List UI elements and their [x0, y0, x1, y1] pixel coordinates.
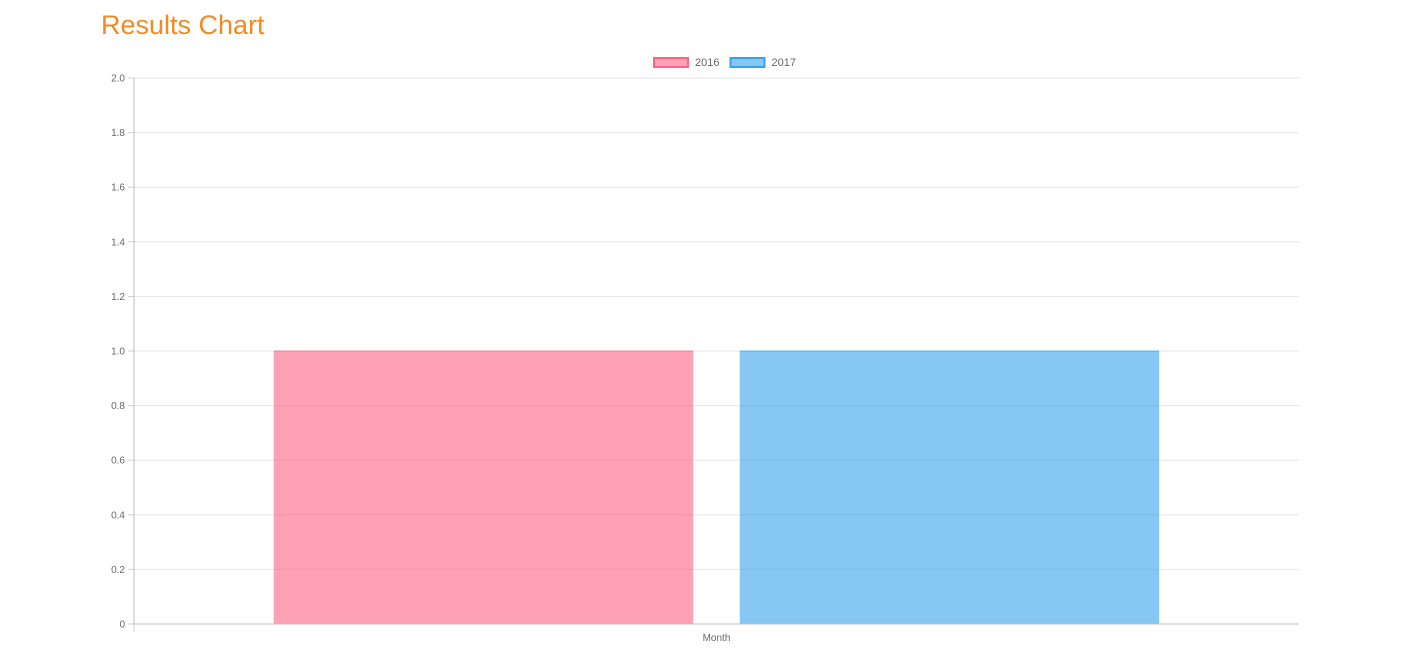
- y-tick-label: 1.8: [111, 128, 125, 139]
- x-axis-labels: Month: [703, 633, 731, 644]
- y-tick-label: 0.8: [111, 401, 125, 412]
- legend-item-2017[interactable]: 2017: [729, 57, 796, 69]
- legend-label: 2016: [695, 57, 719, 69]
- y-tick-label: 1.6: [111, 183, 125, 194]
- y-tick-label: 0: [119, 620, 125, 631]
- chart-bars: [273, 350, 1160, 624]
- chart-axes: [133, 78, 1299, 632]
- y-tick-label: 1.0: [111, 347, 125, 358]
- y-tick-label: 1.2: [111, 292, 125, 303]
- bar-2016[interactable]: [273, 351, 694, 624]
- bar-2017[interactable]: [739, 351, 1160, 624]
- y-tick-label: 0.6: [111, 456, 125, 467]
- x-tick-label: Month: [703, 633, 731, 644]
- y-tick-label: 2.0: [111, 74, 125, 85]
- y-axis-ticks: 0 0.2 0.4 0.6 0.8 1.0 1.2 1.4 1.6 1.8 2.0: [111, 74, 125, 631]
- legend-item-2016[interactable]: 2016: [653, 57, 720, 69]
- legend-swatch: [653, 57, 690, 68]
- y-tick-label: 0.4: [111, 510, 125, 521]
- legend-label: 2017: [772, 57, 796, 69]
- chart-legend: 2016 2017: [653, 57, 796, 69]
- y-tick-label: 1.4: [111, 237, 125, 248]
- legend-swatch: [729, 57, 766, 68]
- page-title: Results Chart: [101, 10, 265, 40]
- y-tick-label: 0.2: [111, 565, 125, 576]
